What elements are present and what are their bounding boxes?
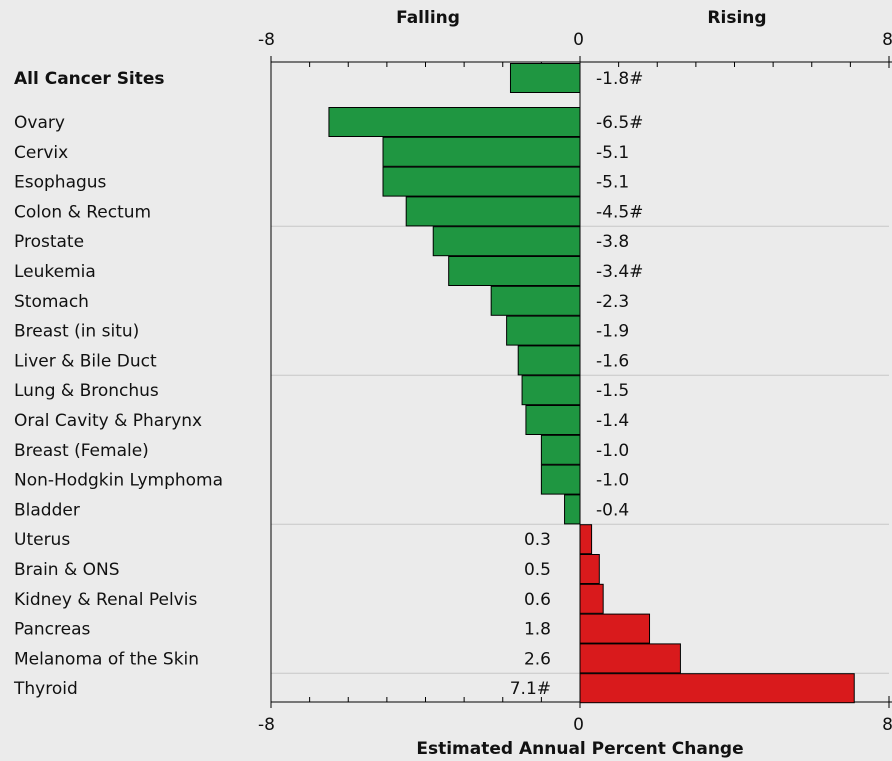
bar (509, 63, 581, 93)
x-tick-label-bottom: 8 (882, 715, 892, 735)
category-label: Melanoma of the Skin (14, 649, 199, 669)
value-label: -1.0 (596, 441, 629, 461)
category-label: Stomach (14, 292, 89, 312)
bar (405, 196, 581, 227)
value-label: -5.1 (596, 143, 629, 163)
value-label: -6.5# (596, 113, 643, 133)
value-label: -1.5 (596, 381, 629, 401)
bar (579, 583, 604, 614)
bar (328, 107, 581, 137)
category-label: Esophagus (14, 173, 107, 193)
category-label: Cervix (14, 143, 68, 163)
value-label: -3.8 (596, 232, 629, 252)
bar (540, 434, 581, 465)
value-label: -1.4 (596, 411, 629, 431)
category-label: Non-Hodgkin Lymphoma (14, 471, 223, 491)
bar (579, 673, 855, 704)
value-label: -5.1 (596, 173, 629, 193)
x-tick-label-top: 0 (573, 30, 584, 50)
left-header: Falling (396, 8, 460, 28)
x-tick-label-bottom: 0 (573, 715, 584, 735)
bar (579, 613, 651, 644)
value-label: 7.1# (510, 679, 551, 699)
value-label: 0.6 (524, 590, 551, 610)
value-label: -1.0 (596, 471, 629, 491)
category-label: Oral Cavity & Pharynx (14, 411, 202, 431)
category-label: Lung & Bronchus (14, 381, 159, 401)
category-label: Breast (Female) (14, 441, 149, 461)
x-tick-label-top: -8 (258, 30, 275, 50)
right-header: Rising (707, 8, 766, 28)
bar (579, 643, 681, 674)
value-label: -0.4 (596, 500, 629, 520)
bar (564, 494, 581, 525)
bar (448, 256, 581, 286)
category-label: Ovary (14, 113, 65, 133)
category-label: Bladder (14, 500, 80, 520)
category-label: Pancreas (14, 620, 91, 640)
value-label: 2.6 (524, 649, 551, 669)
value-label: -1.8# (596, 69, 643, 89)
category-label: Brain & ONS (14, 560, 120, 580)
bar (382, 166, 581, 197)
bar (525, 405, 581, 435)
value-label: 0.5 (524, 560, 551, 580)
category-label: Prostate (14, 232, 84, 252)
category-label: Colon & Rectum (14, 202, 151, 222)
bar (579, 554, 600, 584)
x-tick-label-top: 8 (882, 30, 892, 50)
category-label: Kidney & Renal Pelvis (14, 590, 197, 610)
category-label: Uterus (14, 530, 70, 550)
category-label: Liver & Bile Duct (14, 351, 157, 371)
bar (506, 315, 581, 346)
bar (432, 226, 581, 257)
x-tick-label-bottom: -8 (258, 715, 275, 735)
bar (517, 345, 581, 376)
value-label: 1.8 (524, 620, 551, 640)
value-label: -2.3 (596, 292, 629, 312)
category-label: Breast (in situ) (14, 322, 139, 342)
category-label: All Cancer Sites (14, 69, 165, 89)
bar (521, 375, 581, 406)
value-label: 0.3 (524, 530, 551, 550)
bar (490, 285, 581, 316)
x-axis-title: Estimated Annual Percent Change (416, 739, 743, 759)
value-label: -3.4# (596, 262, 643, 282)
value-label: -1.9 (596, 322, 629, 342)
category-label: Thyroid (13, 679, 78, 699)
bar (382, 136, 581, 167)
bar (540, 464, 581, 495)
category-label: Leukemia (14, 262, 96, 282)
bar (579, 524, 593, 555)
value-label: -4.5# (596, 202, 643, 222)
value-label: -1.6 (596, 351, 629, 371)
